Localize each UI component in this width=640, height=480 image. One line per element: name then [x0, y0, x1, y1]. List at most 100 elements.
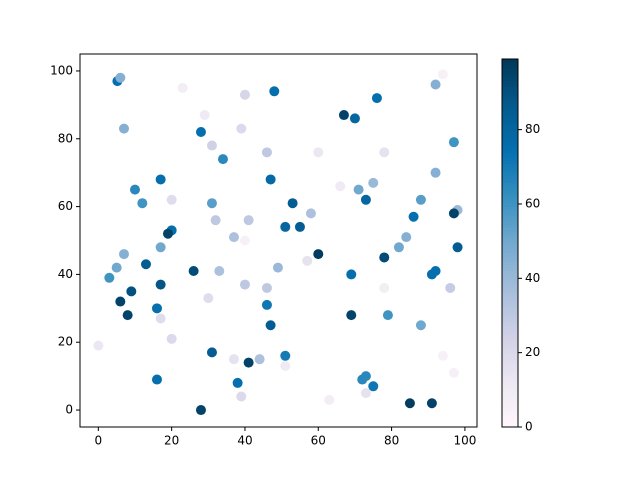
colorbar-cell [502, 184, 518, 189]
axes-frame [79, 53, 478, 428]
point [302, 255, 313, 266]
point [129, 184, 140, 195]
x-tick-label: 40 [237, 434, 252, 448]
point [166, 194, 177, 205]
colorbar-cell [502, 396, 518, 400]
colorbar-cell [502, 77, 518, 81]
colorbar-cell [502, 95, 518, 100]
colorbar-tick-label: 40 [525, 271, 540, 285]
y-tick-label: 20 [58, 335, 73, 349]
colorbar-cell [502, 359, 518, 364]
point [155, 242, 166, 253]
x-tick-label: 0 [95, 434, 103, 448]
colorbar-cell [502, 399, 518, 403]
colorbar-cell [502, 402, 518, 407]
colorbar-cell [502, 304, 518, 308]
point [280, 221, 291, 232]
point [437, 69, 448, 80]
point [272, 262, 283, 273]
point [155, 313, 166, 324]
colorbar-frame [501, 58, 519, 428]
colorbar-cell [502, 246, 518, 250]
point [261, 282, 272, 293]
colorbar-cell [502, 273, 518, 278]
point [104, 272, 115, 283]
y-tick-label: 80 [58, 131, 73, 145]
colorbar-cell [502, 59, 518, 63]
colorbar-cell [502, 135, 518, 140]
colorbar-cell [502, 144, 518, 149]
x-tick-label: 80 [384, 434, 399, 448]
point [305, 208, 316, 219]
colorbar-cell [502, 301, 518, 305]
colorbar-cell [502, 276, 518, 281]
colorbar-cell [502, 224, 518, 229]
colorbar-tick-label: 20 [525, 345, 540, 359]
colorbar-cell [502, 215, 518, 219]
colorbar-cell [502, 411, 518, 416]
point [151, 374, 162, 385]
point [346, 269, 357, 280]
point [265, 320, 276, 331]
colorbar-cell [502, 178, 518, 183]
colorbar-cell [502, 147, 518, 152]
point [294, 221, 305, 232]
point [430, 79, 441, 90]
colorbar-cell [502, 175, 518, 180]
colorbar-cell [502, 111, 518, 115]
colorbar-tick-label: 60 [525, 196, 540, 210]
colorbar-cell [502, 230, 518, 235]
colorbar-cell [502, 249, 518, 253]
colorbar-cell [502, 365, 518, 370]
point [115, 296, 126, 307]
colorbar-cell [502, 261, 518, 265]
point [437, 350, 448, 361]
colorbar-cell [502, 270, 518, 275]
colorbar-cell [502, 126, 518, 131]
point [261, 299, 272, 310]
point [243, 357, 254, 368]
colorbar-cell [502, 206, 518, 210]
point [199, 110, 210, 121]
colorbar-cell [502, 420, 518, 425]
colorbar-cell [502, 279, 518, 284]
colorbar-cell [502, 393, 518, 397]
point [393, 242, 404, 253]
colorbar-cell [502, 341, 518, 345]
colorbar-cell [502, 181, 518, 186]
point [137, 198, 148, 209]
colorbar-cell [502, 197, 518, 201]
colorbar-cell [502, 325, 518, 330]
colorbar-cell [502, 209, 518, 213]
colorbar-cell [502, 89, 518, 94]
colorbar-cell [502, 338, 518, 342]
x-tick-label: 60 [311, 434, 326, 448]
colorbar-cell [502, 371, 518, 376]
x-tick-label: 20 [164, 434, 179, 448]
colorbar-cell [502, 292, 518, 296]
point [93, 340, 104, 351]
colorbar-cell [502, 169, 518, 173]
point [261, 147, 272, 158]
colorbar-cell [502, 166, 518, 170]
point [415, 320, 426, 331]
colorbar-cell [502, 423, 518, 428]
point [151, 303, 162, 314]
colorbar-cell [502, 384, 518, 388]
colorbar-cell [502, 80, 518, 85]
point [140, 259, 151, 270]
colorbar-cell [502, 289, 518, 293]
point [368, 381, 379, 392]
point [426, 398, 437, 409]
point [228, 354, 239, 365]
point [203, 293, 214, 304]
colorbar-cell [502, 163, 518, 167]
colorbar-cell [502, 267, 518, 272]
point [126, 286, 137, 297]
colorbar-cell [502, 356, 518, 361]
point [122, 310, 133, 321]
point [269, 86, 280, 97]
point [382, 310, 393, 321]
